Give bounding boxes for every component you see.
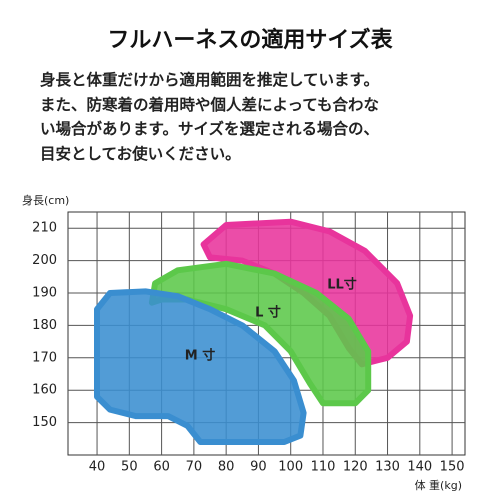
size-region [94, 288, 307, 445]
description-line: 身長と体重だけから適用範囲を推定しています。 [40, 71, 379, 89]
x-tick-label: 80 [218, 460, 235, 475]
y-tick-label: 210 [32, 221, 57, 236]
region-label: M 寸 [185, 348, 215, 364]
y-axis-label: 身長(cm) [22, 193, 69, 207]
y-tick-label: 170 [32, 350, 57, 365]
x-tick-label: 100 [278, 460, 303, 475]
x-tick-label: 40 [89, 460, 106, 475]
x-axis-label: 体 重(kg) [415, 478, 462, 492]
description-line: 目安としてお使いください。 [40, 144, 241, 163]
x-tick-label: 110 [311, 460, 336, 475]
x-tick-label: 150 [440, 460, 465, 475]
x-tick-label: 60 [153, 460, 170, 475]
x-tick-label: 90 [250, 460, 267, 475]
x-tick-label: 70 [186, 460, 203, 475]
y-tick-label: 180 [32, 318, 57, 333]
description-line: また、防寒着の着用時や個人差によっても合わな [40, 95, 379, 114]
y-tick-label: 190 [32, 286, 57, 301]
x-tick-label: 130 [375, 460, 400, 475]
y-tick-label: 160 [32, 383, 57, 398]
size-region [148, 260, 372, 407]
y-tick-label: 200 [32, 253, 57, 268]
x-tick-label: 140 [407, 460, 432, 475]
x-tick-label: 120 [343, 460, 368, 475]
x-tick-label: 50 [121, 460, 138, 475]
description: 身長と体重だけから適用範囲を推定しています。 また、防寒着の着用時や個人差によって… [40, 68, 480, 166]
description-line: い場合があります。サイズを選定される場合の、 [40, 120, 379, 138]
y-tick-label: 150 [32, 415, 57, 430]
region-label: LL寸 [327, 277, 357, 293]
region-label: L 寸 [255, 305, 281, 321]
title: フルハーネスの適用サイズ表 [107, 28, 393, 53]
